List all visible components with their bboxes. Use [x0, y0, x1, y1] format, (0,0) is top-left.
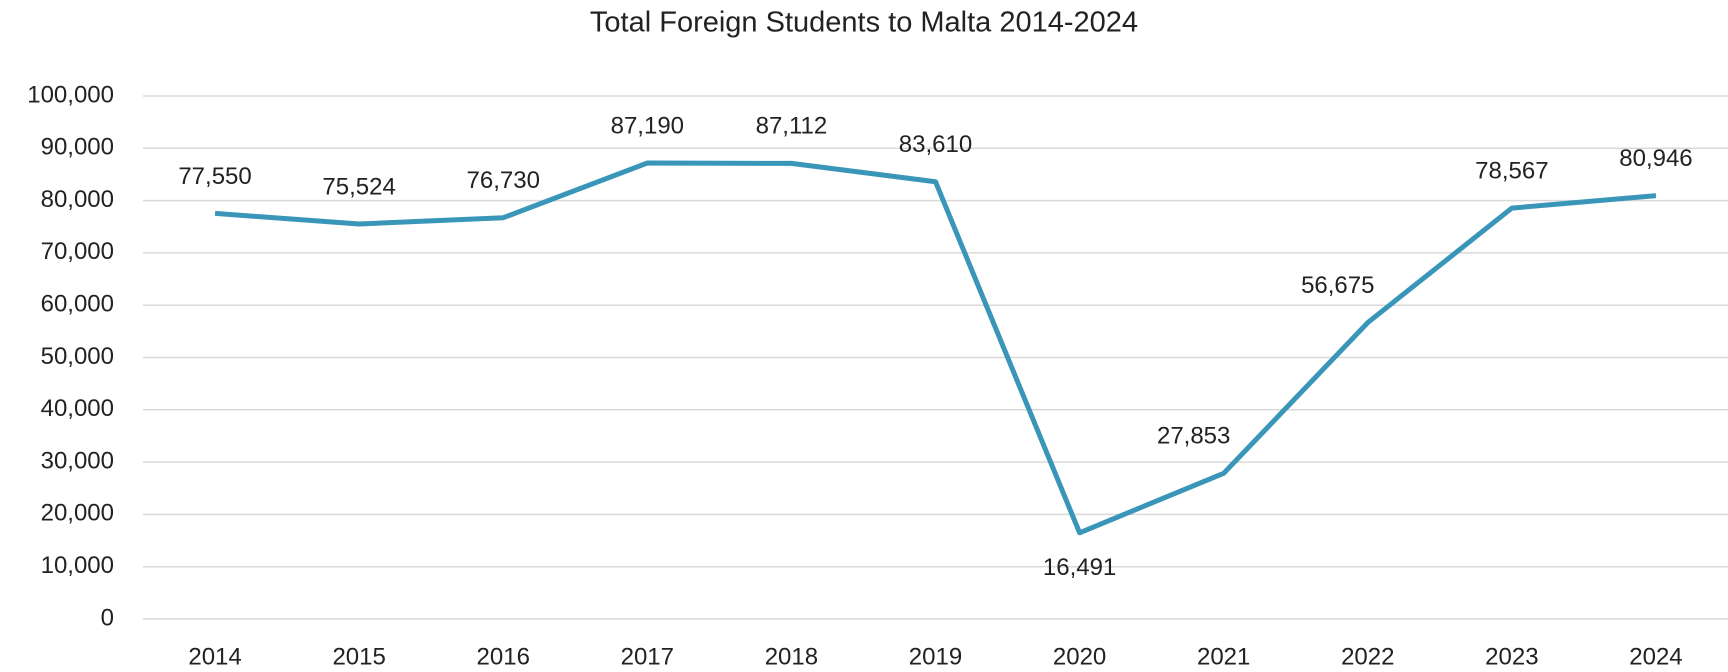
- y-tick-label: 40,000: [41, 395, 114, 422]
- x-tick-label: 2017: [621, 643, 674, 670]
- x-tick-label: 2020: [1053, 643, 1106, 670]
- data-label: 76,730: [467, 167, 540, 194]
- data-label: 75,524: [322, 173, 395, 200]
- x-tick-label: 2015: [332, 643, 385, 670]
- x-tick-label: 2014: [188, 643, 241, 670]
- y-tick-label: 80,000: [41, 186, 114, 213]
- data-label: 27,853: [1157, 423, 1230, 450]
- data-label: 77,550: [178, 163, 251, 190]
- y-tick-label: 50,000: [41, 343, 114, 370]
- y-tick-label: 30,000: [41, 447, 114, 474]
- data-label: 78,567: [1475, 157, 1548, 184]
- data-label: 83,610: [899, 131, 972, 158]
- data-label: 56,675: [1301, 272, 1374, 299]
- x-tick-label: 2023: [1485, 643, 1538, 670]
- y-tick-label: 0: [101, 604, 114, 631]
- x-tick-label: 2024: [1629, 643, 1682, 670]
- data-label: 87,112: [756, 113, 828, 140]
- x-tick-label: 2019: [909, 643, 962, 670]
- data-label: 87,190: [611, 112, 684, 139]
- y-tick-label: 60,000: [41, 291, 114, 318]
- y-tick-label: 10,000: [41, 552, 114, 579]
- data-label: 16,491: [1043, 554, 1116, 581]
- x-tick-label: 2021: [1197, 643, 1250, 670]
- y-tick-label: 100,000: [27, 81, 114, 108]
- x-tick-label: 2018: [765, 643, 818, 670]
- chart-title: Total Foreign Students to Malta 2014-202…: [590, 7, 1138, 39]
- x-tick-label: 2016: [477, 643, 530, 670]
- y-tick-label: 20,000: [41, 500, 114, 527]
- data-line: [214, 160, 1657, 536]
- x-tick-label: 2022: [1341, 643, 1394, 670]
- data-label: 80,946: [1619, 145, 1692, 172]
- y-tick-label: 90,000: [41, 134, 114, 161]
- y-tick-label: 70,000: [41, 238, 114, 265]
